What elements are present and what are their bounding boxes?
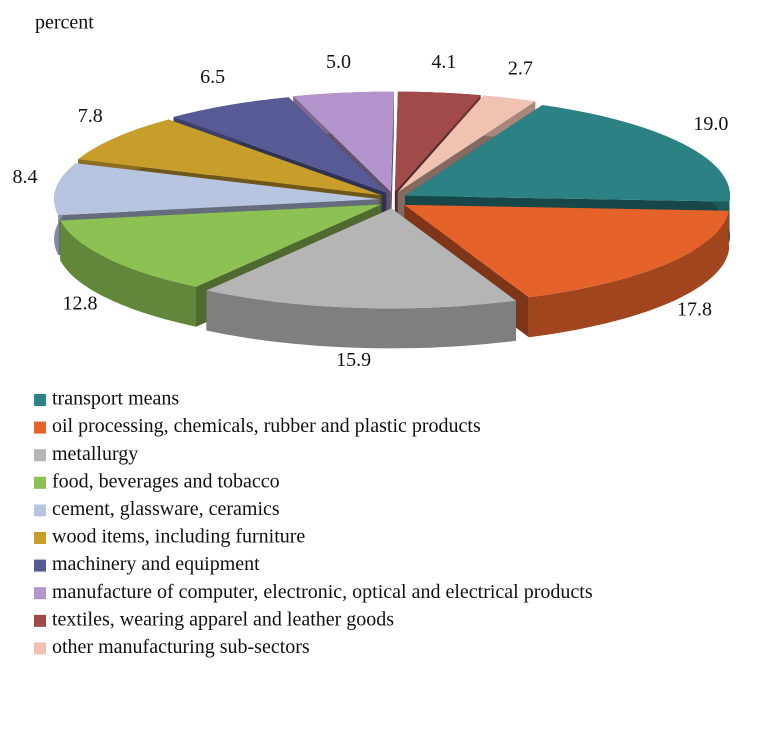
legend-swatch bbox=[34, 614, 46, 627]
slice bbox=[404, 204, 729, 298]
data-label: 4.1 bbox=[431, 51, 456, 73]
data-label: 7.8 bbox=[78, 105, 103, 127]
slice bbox=[78, 119, 382, 196]
legend-swatch bbox=[34, 559, 46, 572]
slice bbox=[54, 163, 380, 216]
legend-swatch bbox=[34, 532, 46, 544]
legend-label: wood items, including furniture bbox=[52, 526, 305, 548]
legend-label: oil processing, chemicals, rubber and pl… bbox=[52, 415, 481, 437]
slice bbox=[206, 208, 516, 309]
data-label: 15.9 bbox=[336, 349, 371, 371]
slice-wall bbox=[60, 220, 196, 327]
data-label: 2.7 bbox=[508, 58, 533, 80]
data-label: 5.0 bbox=[326, 51, 351, 73]
slice bbox=[173, 97, 387, 193]
data-label: 19.0 bbox=[693, 113, 728, 135]
legend-swatch bbox=[34, 421, 46, 434]
legend-label: other manufacturing sub-sectors bbox=[52, 636, 310, 658]
legend-label: transport means bbox=[52, 388, 179, 410]
slice bbox=[394, 91, 481, 192]
slice bbox=[405, 105, 730, 202]
slice-wall bbox=[206, 290, 516, 349]
slice-wall bbox=[528, 210, 729, 338]
legend-swatch bbox=[34, 449, 46, 462]
legend-label: textiles, wearing apparel and leather go… bbox=[52, 608, 394, 630]
legend-label: manufacture of computer, electronic, opt… bbox=[52, 581, 593, 603]
legend-swatch bbox=[34, 504, 46, 517]
legend-label: machinery and equipment bbox=[52, 553, 260, 575]
data-label: 8.4 bbox=[12, 166, 37, 188]
slice bbox=[293, 91, 394, 192]
data-label: 6.5 bbox=[200, 66, 225, 88]
data-label: 17.8 bbox=[677, 298, 712, 320]
legend-label: metallurgy bbox=[52, 443, 138, 465]
slice bbox=[60, 204, 382, 287]
legend-swatch bbox=[34, 642, 46, 655]
slice bbox=[397, 95, 536, 193]
legend-label: cement, glassware, ceramics bbox=[52, 498, 280, 520]
legend-swatch bbox=[34, 476, 46, 489]
data-label: 12.8 bbox=[63, 293, 98, 315]
chart-subtitle: percent bbox=[35, 12, 94, 34]
legend-swatch bbox=[34, 394, 46, 406]
legend-swatch bbox=[34, 587, 46, 600]
legend-label: food, beverages and tobacco bbox=[52, 470, 280, 492]
